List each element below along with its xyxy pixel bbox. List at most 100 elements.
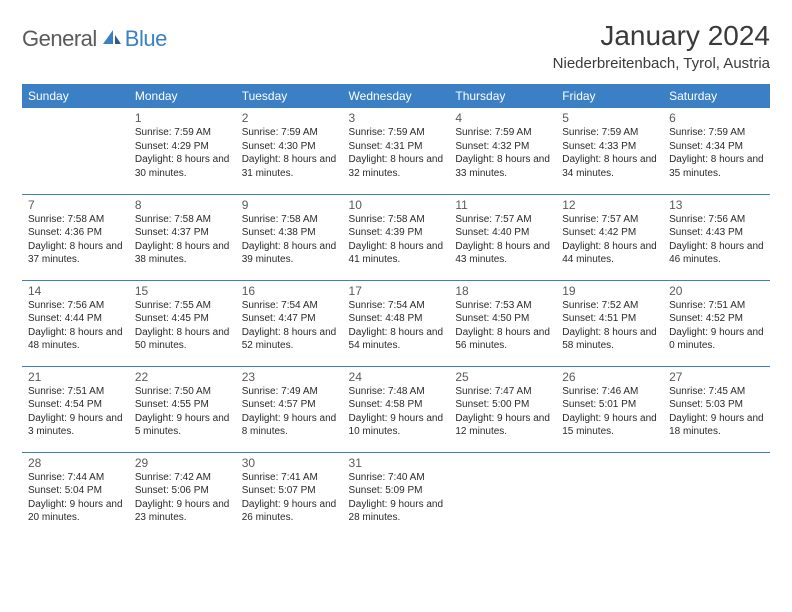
calendar-day-cell: 29Sunrise: 7:42 AMSunset: 5:06 PMDayligh… [129, 452, 236, 538]
day-number: 1 [135, 111, 230, 125]
calendar-day-cell [22, 108, 129, 194]
calendar-day-cell: 26Sunrise: 7:46 AMSunset: 5:01 PMDayligh… [556, 366, 663, 452]
day-info: Sunrise: 7:59 AMSunset: 4:30 PMDaylight:… [242, 126, 337, 180]
day-info: Sunrise: 7:59 AMSunset: 4:31 PMDaylight:… [349, 126, 444, 180]
calendar-day-cell: 20Sunrise: 7:51 AMSunset: 4:52 PMDayligh… [663, 280, 770, 366]
day-number: 10 [349, 198, 444, 212]
day-info: Sunrise: 7:47 AMSunset: 5:00 PMDaylight:… [455, 385, 550, 439]
calendar-day-cell: 10Sunrise: 7:58 AMSunset: 4:39 PMDayligh… [343, 194, 450, 280]
calendar-day-cell: 1Sunrise: 7:59 AMSunset: 4:29 PMDaylight… [129, 108, 236, 194]
calendar-day-cell: 5Sunrise: 7:59 AMSunset: 4:33 PMDaylight… [556, 108, 663, 194]
day-info: Sunrise: 7:57 AMSunset: 4:40 PMDaylight:… [455, 213, 550, 267]
weekday-header: Monday [129, 84, 236, 108]
day-number: 25 [455, 370, 550, 384]
calendar-day-cell: 30Sunrise: 7:41 AMSunset: 5:07 PMDayligh… [236, 452, 343, 538]
calendar-day-cell: 13Sunrise: 7:56 AMSunset: 4:43 PMDayligh… [663, 194, 770, 280]
day-number: 21 [28, 370, 123, 384]
weekday-header: Friday [556, 84, 663, 108]
day-info: Sunrise: 7:45 AMSunset: 5:03 PMDaylight:… [669, 385, 764, 439]
calendar-day-cell: 15Sunrise: 7:55 AMSunset: 4:45 PMDayligh… [129, 280, 236, 366]
day-number: 16 [242, 284, 337, 298]
day-info: Sunrise: 7:57 AMSunset: 4:42 PMDaylight:… [562, 213, 657, 267]
calendar-day-cell: 17Sunrise: 7:54 AMSunset: 4:48 PMDayligh… [343, 280, 450, 366]
day-info: Sunrise: 7:56 AMSunset: 4:43 PMDaylight:… [669, 213, 764, 267]
day-number: 8 [135, 198, 230, 212]
day-number: 31 [349, 456, 444, 470]
day-number: 15 [135, 284, 230, 298]
brand-general: General [22, 26, 97, 52]
day-info: Sunrise: 7:59 AMSunset: 4:33 PMDaylight:… [562, 126, 657, 180]
calendar-week-row: 14Sunrise: 7:56 AMSunset: 4:44 PMDayligh… [22, 280, 770, 366]
day-number: 11 [455, 198, 550, 212]
calendar-day-cell: 8Sunrise: 7:58 AMSunset: 4:37 PMDaylight… [129, 194, 236, 280]
month-title: January 2024 [553, 20, 770, 52]
day-number: 20 [669, 284, 764, 298]
calendar-day-cell: 21Sunrise: 7:51 AMSunset: 4:54 PMDayligh… [22, 366, 129, 452]
day-info: Sunrise: 7:58 AMSunset: 4:36 PMDaylight:… [28, 213, 123, 267]
day-number: 28 [28, 456, 123, 470]
day-info: Sunrise: 7:53 AMSunset: 4:50 PMDaylight:… [455, 299, 550, 353]
calendar-day-cell [556, 452, 663, 538]
day-info: Sunrise: 7:50 AMSunset: 4:55 PMDaylight:… [135, 385, 230, 439]
calendar-day-cell: 12Sunrise: 7:57 AMSunset: 4:42 PMDayligh… [556, 194, 663, 280]
day-info: Sunrise: 7:40 AMSunset: 5:09 PMDaylight:… [349, 471, 444, 525]
calendar-day-cell: 25Sunrise: 7:47 AMSunset: 5:00 PMDayligh… [449, 366, 556, 452]
brand-blue: Blue [125, 26, 167, 52]
calendar-day-cell [449, 452, 556, 538]
calendar-day-cell: 16Sunrise: 7:54 AMSunset: 4:47 PMDayligh… [236, 280, 343, 366]
day-number: 29 [135, 456, 230, 470]
title-block: January 2024 Niederbreitenbach, Tyrol, A… [553, 20, 770, 72]
calendar-body: 1Sunrise: 7:59 AMSunset: 4:29 PMDaylight… [22, 108, 770, 538]
day-number: 9 [242, 198, 337, 212]
brand-sail-icon [102, 28, 122, 51]
day-info: Sunrise: 7:59 AMSunset: 4:34 PMDaylight:… [669, 126, 764, 180]
day-info: Sunrise: 7:59 AMSunset: 4:32 PMDaylight:… [455, 126, 550, 180]
calendar-day-cell: 27Sunrise: 7:45 AMSunset: 5:03 PMDayligh… [663, 366, 770, 452]
day-number: 13 [669, 198, 764, 212]
day-number: 12 [562, 198, 657, 212]
day-info: Sunrise: 7:51 AMSunset: 4:54 PMDaylight:… [28, 385, 123, 439]
day-number: 14 [28, 284, 123, 298]
calendar-week-row: 21Sunrise: 7:51 AMSunset: 4:54 PMDayligh… [22, 366, 770, 452]
day-number: 24 [349, 370, 444, 384]
weekday-header: Saturday [663, 84, 770, 108]
day-number: 2 [242, 111, 337, 125]
day-info: Sunrise: 7:42 AMSunset: 5:06 PMDaylight:… [135, 471, 230, 525]
calendar-day-cell: 3Sunrise: 7:59 AMSunset: 4:31 PMDaylight… [343, 108, 450, 194]
day-info: Sunrise: 7:41 AMSunset: 5:07 PMDaylight:… [242, 471, 337, 525]
day-info: Sunrise: 7:46 AMSunset: 5:01 PMDaylight:… [562, 385, 657, 439]
calendar-day-cell: 31Sunrise: 7:40 AMSunset: 5:09 PMDayligh… [343, 452, 450, 538]
weekday-header: Tuesday [236, 84, 343, 108]
calendar-day-cell: 4Sunrise: 7:59 AMSunset: 4:32 PMDaylight… [449, 108, 556, 194]
day-number: 30 [242, 456, 337, 470]
day-number: 5 [562, 111, 657, 125]
day-number: 22 [135, 370, 230, 384]
day-info: Sunrise: 7:52 AMSunset: 4:51 PMDaylight:… [562, 299, 657, 353]
weekday-header-row: Sunday Monday Tuesday Wednesday Thursday… [22, 84, 770, 108]
location: Niederbreitenbach, Tyrol, Austria [553, 55, 770, 72]
calendar-week-row: 1Sunrise: 7:59 AMSunset: 4:29 PMDaylight… [22, 108, 770, 194]
day-number: 26 [562, 370, 657, 384]
calendar-day-cell: 11Sunrise: 7:57 AMSunset: 4:40 PMDayligh… [449, 194, 556, 280]
weekday-header: Sunday [22, 84, 129, 108]
calendar-day-cell: 7Sunrise: 7:58 AMSunset: 4:36 PMDaylight… [22, 194, 129, 280]
day-number: 19 [562, 284, 657, 298]
calendar-day-cell: 2Sunrise: 7:59 AMSunset: 4:30 PMDaylight… [236, 108, 343, 194]
brand-logo: General Blue [22, 20, 167, 52]
day-info: Sunrise: 7:58 AMSunset: 4:38 PMDaylight:… [242, 213, 337, 267]
calendar-day-cell: 14Sunrise: 7:56 AMSunset: 4:44 PMDayligh… [22, 280, 129, 366]
day-info: Sunrise: 7:51 AMSunset: 4:52 PMDaylight:… [669, 299, 764, 353]
day-info: Sunrise: 7:54 AMSunset: 4:47 PMDaylight:… [242, 299, 337, 353]
calendar-day-cell: 24Sunrise: 7:48 AMSunset: 4:58 PMDayligh… [343, 366, 450, 452]
day-info: Sunrise: 7:59 AMSunset: 4:29 PMDaylight:… [135, 126, 230, 180]
day-number: 7 [28, 198, 123, 212]
day-info: Sunrise: 7:44 AMSunset: 5:04 PMDaylight:… [28, 471, 123, 525]
day-info: Sunrise: 7:48 AMSunset: 4:58 PMDaylight:… [349, 385, 444, 439]
day-number: 17 [349, 284, 444, 298]
calendar-day-cell [663, 452, 770, 538]
day-info: Sunrise: 7:55 AMSunset: 4:45 PMDaylight:… [135, 299, 230, 353]
calendar-day-cell: 18Sunrise: 7:53 AMSunset: 4:50 PMDayligh… [449, 280, 556, 366]
day-info: Sunrise: 7:58 AMSunset: 4:37 PMDaylight:… [135, 213, 230, 267]
day-number: 18 [455, 284, 550, 298]
weekday-header: Thursday [449, 84, 556, 108]
